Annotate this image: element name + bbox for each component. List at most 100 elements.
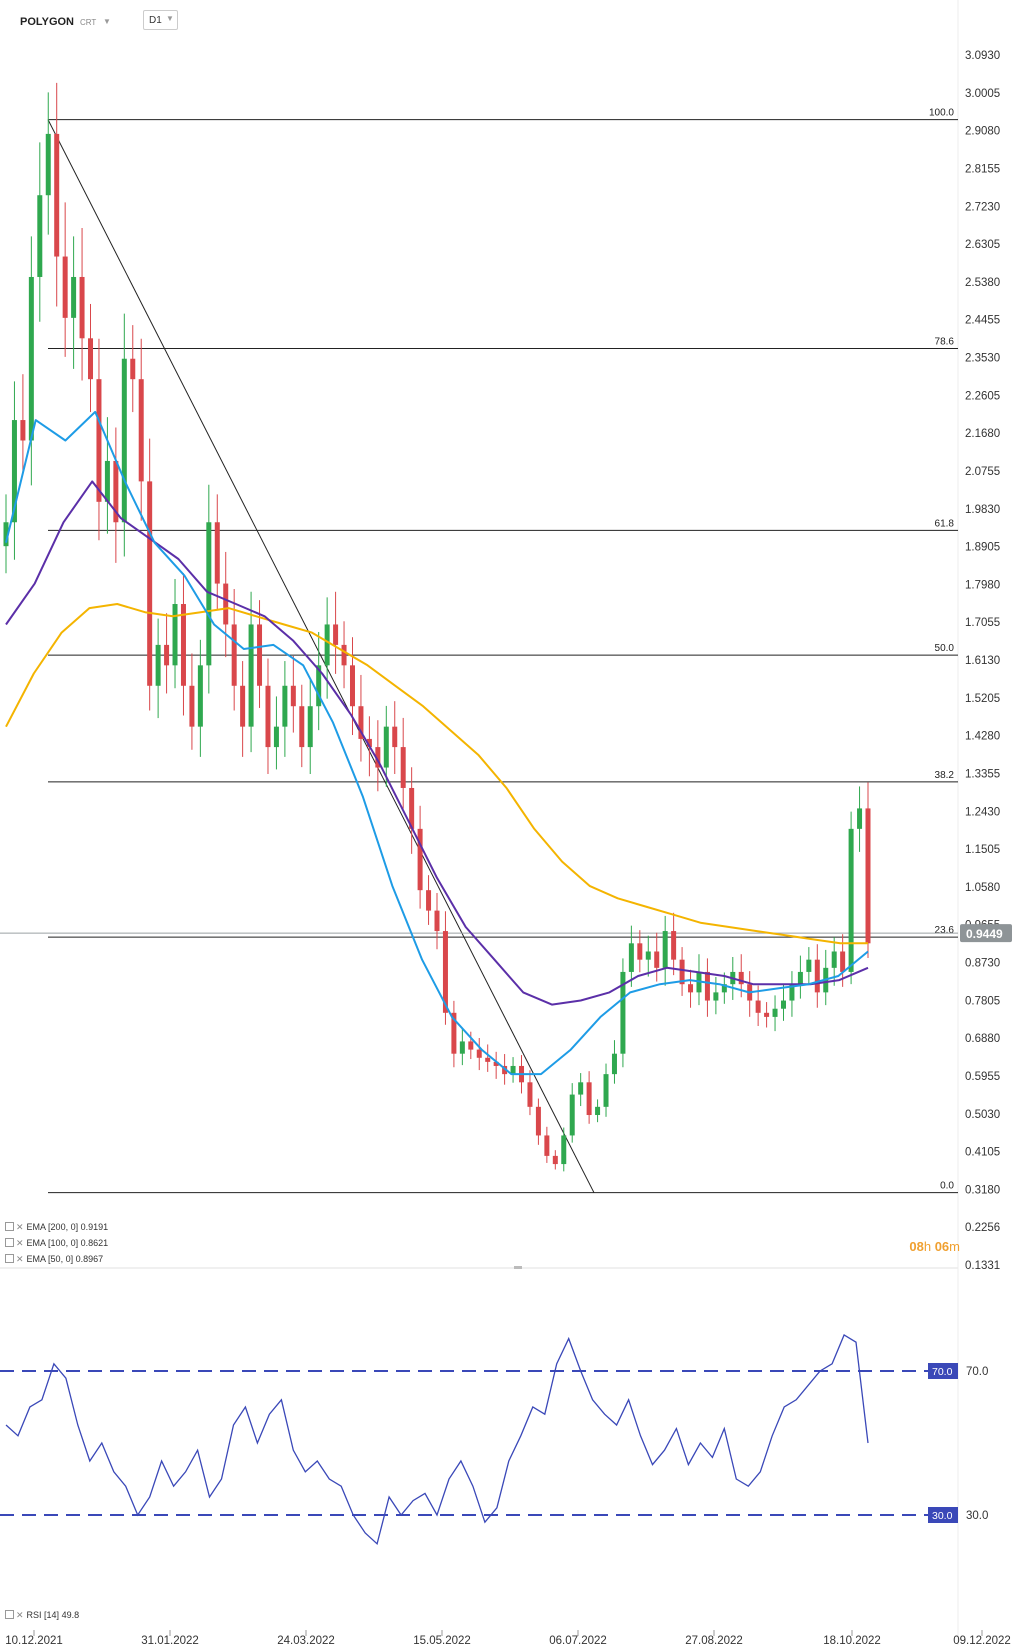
candle-body (510, 1065, 516, 1075)
indicator-label: RSI [14] 49.8 (26, 1610, 80, 1620)
candle-body (316, 665, 322, 707)
indicator-legend-rsi[interactable]: ✕ RSI [14] 49.8 (5, 1610, 79, 1621)
price-tick-label: 2.4455 (965, 315, 1000, 327)
candle (476, 1038, 482, 1071)
candle-body (476, 1049, 482, 1058)
candle (79, 227, 85, 381)
close-icon[interactable]: ✕ (16, 1254, 24, 1264)
candle (721, 972, 727, 1004)
candle (37, 142, 43, 322)
candle-body (535, 1106, 541, 1136)
candle-body (468, 1041, 474, 1050)
candle (485, 1044, 491, 1072)
candle-body (257, 624, 263, 686)
timer-minutes-unit: m (949, 1239, 960, 1254)
price-tick-label: 0.5955 (965, 1071, 1000, 1083)
candle-body (840, 951, 846, 972)
indicator-legend-ema100[interactable]: ✕ EMA [100, 0] 0.8621 (5, 1238, 108, 1249)
ema200-line (5, 603, 868, 945)
candle-body (206, 522, 212, 666)
candle (654, 932, 660, 982)
price-tick-label: 0.3180 (965, 1184, 1000, 1196)
candle-body (434, 910, 440, 932)
close-icon[interactable]: ✕ (16, 1610, 24, 1620)
indicator-legend-ema50[interactable]: ✕ EMA [50, 0] 0.8967 (5, 1254, 103, 1265)
rsi-lower-tag-label: 30.0 (932, 1510, 953, 1522)
candles (3, 82, 871, 1172)
fib-level-label: 100.0 (929, 108, 954, 119)
candle-body (28, 276, 34, 441)
candle-body (37, 195, 43, 277)
price-tick-label: 2.6305 (965, 239, 1000, 251)
candle (645, 935, 651, 977)
candle (248, 591, 254, 753)
candle-body (172, 604, 178, 666)
chart-header: POLYGON CRT ▼ D1 ▼ (0, 8, 1026, 34)
candle (223, 551, 229, 658)
price-tick-label: 1.6130 (965, 655, 1000, 667)
pane-resize-handle[interactable] (514, 1266, 522, 1269)
close-icon[interactable]: ✕ (16, 1238, 24, 1248)
timeframe-select[interactable]: D1 ▼ (143, 10, 178, 30)
candle (595, 1099, 601, 1123)
candle (688, 969, 694, 1008)
candle (789, 971, 795, 1017)
price-tick-label: 2.1680 (965, 428, 1000, 440)
price-tick-label: 2.0755 (965, 466, 1000, 478)
price-tick-label: 2.5380 (965, 277, 1000, 289)
date-tick-label: 24.03.2022 (277, 1635, 335, 1645)
candle (569, 1083, 575, 1143)
candle-body (240, 685, 246, 727)
price-tick-label: 0.8730 (965, 958, 1000, 970)
candle (20, 374, 26, 475)
candle-body (324, 624, 330, 666)
candle (755, 985, 761, 1026)
candle (197, 639, 203, 757)
indicator-settings-icon[interactable] (5, 1238, 14, 1247)
candle-body (485, 1057, 491, 1062)
candle (620, 958, 626, 1068)
candle-body (189, 685, 195, 727)
candle-body (358, 706, 364, 739)
price-tick-label: 1.1505 (965, 844, 1000, 856)
price-tick-label: 2.9080 (965, 126, 1000, 138)
fib-level-label: 50.0 (935, 643, 955, 654)
symbol-name: POLYGON (20, 16, 74, 28)
candle-body (88, 338, 94, 380)
candle-body (502, 1065, 508, 1075)
candle (172, 578, 178, 689)
candle-body (611, 1053, 617, 1075)
candle (578, 1073, 584, 1107)
candle-body (561, 1135, 567, 1165)
candle-body (231, 624, 237, 686)
indicator-settings-icon[interactable] (5, 1610, 14, 1619)
candle-body (848, 828, 854, 972)
indicator-legend-ema200[interactable]: ✕ EMA [200, 0] 0.9191 (5, 1222, 108, 1233)
candle-body (113, 460, 119, 523)
price-tick-label: 1.5205 (965, 693, 1000, 705)
candle (54, 82, 60, 307)
candle (552, 1150, 558, 1170)
indicator-settings-icon[interactable] (5, 1222, 14, 1231)
candle-body (603, 1074, 609, 1107)
price-tick-label: 1.2430 (965, 806, 1000, 818)
symbol-subtitle: CRT (80, 18, 97, 27)
candle-body (806, 959, 812, 972)
candle (857, 786, 863, 852)
candle-body (214, 522, 220, 584)
candle (282, 661, 288, 757)
price-tick-label: 0.2256 (965, 1222, 1000, 1234)
fib-level-label: 78.6 (935, 337, 955, 348)
candle-body (493, 1061, 499, 1066)
candle-body (704, 971, 710, 1001)
candle-body (11, 420, 17, 523)
fib-trend-line (47, 119, 595, 1193)
candle-body (45, 133, 51, 196)
indicator-settings-icon[interactable] (5, 1254, 14, 1263)
candle-body (54, 133, 60, 257)
close-icon[interactable]: ✕ (16, 1222, 24, 1232)
candle-body (578, 1082, 584, 1095)
candle-body (282, 685, 288, 727)
chevron-down-icon[interactable]: ▼ (103, 17, 111, 26)
